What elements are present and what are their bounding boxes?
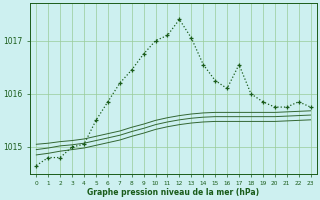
X-axis label: Graphe pression niveau de la mer (hPa): Graphe pression niveau de la mer (hPa) [87,188,260,197]
